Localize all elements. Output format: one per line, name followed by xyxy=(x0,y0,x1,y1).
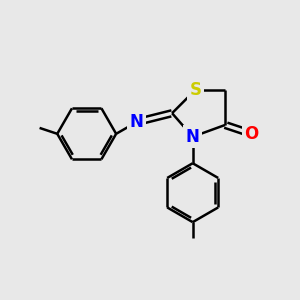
Text: S: S xyxy=(190,81,202,99)
Text: N: N xyxy=(130,113,144,131)
Text: O: O xyxy=(244,125,259,143)
Text: N: N xyxy=(186,128,200,146)
